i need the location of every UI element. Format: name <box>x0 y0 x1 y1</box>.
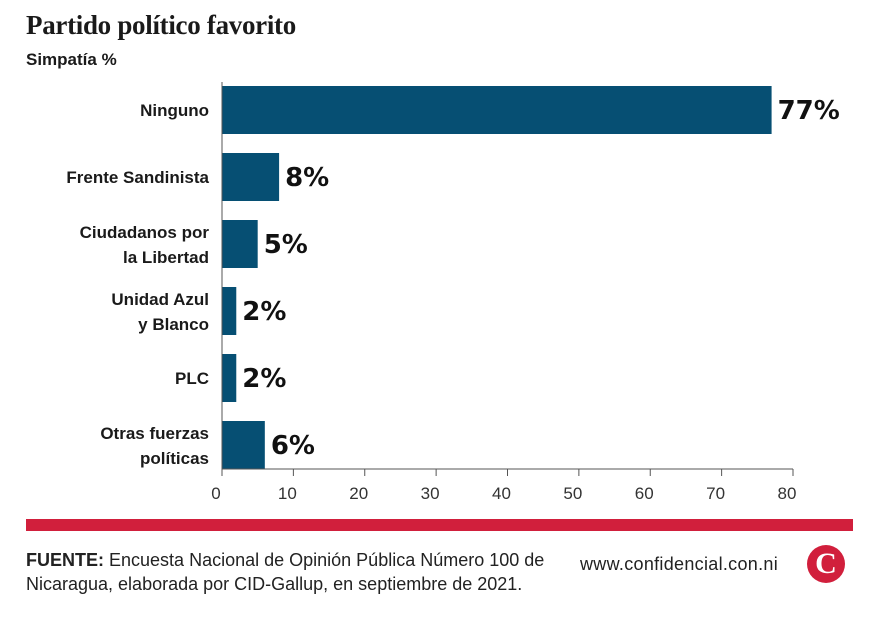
bar <box>222 354 237 402</box>
bar-value-label: 77% <box>778 96 840 126</box>
category-label: Ninguno <box>140 101 209 120</box>
category-label: Frente Sandinista <box>66 168 209 187</box>
category-label: Unidad Azul <box>111 290 209 309</box>
x-tick-label: 0 <box>211 484 220 503</box>
bar <box>222 421 265 469</box>
x-tick-label: 80 <box>778 484 797 503</box>
category-label: políticas <box>140 449 209 468</box>
x-tick-label: 10 <box>278 484 297 503</box>
website-link[interactable]: www.confidencial.con.ni <box>580 554 779 574</box>
source-text: Encuesta Nacional de Opinión Pública Núm… <box>26 550 545 594</box>
bar <box>222 86 772 134</box>
source-label: FUENTE: <box>26 550 104 570</box>
bar-value-label: 2% <box>242 297 286 327</box>
bar <box>222 153 280 201</box>
bar-value-label: 8% <box>285 163 329 193</box>
bar <box>222 220 258 268</box>
x-tick-label: 40 <box>492 484 511 503</box>
bar-chart: 77% Ninguno 8% Frente Sandinista 5% Ciudadano… <box>66 82 840 503</box>
category-label: PLC <box>175 369 209 388</box>
bar-value-label: 6% <box>271 431 315 461</box>
x-tick-label: 60 <box>635 484 654 503</box>
category-label: la Libertad <box>123 248 209 267</box>
category-label: y Blanco <box>138 315 209 334</box>
chart-title: Partido político favorito <box>26 10 296 40</box>
bar-value-label: 5% <box>264 230 308 260</box>
x-tick-label: 20 <box>349 484 368 503</box>
source-note: FUENTE: Encuesta Nacional de Opinión Púb… <box>26 548 546 596</box>
x-tick-label: 30 <box>421 484 440 503</box>
chart-subtitle: Simpatía % <box>26 50 117 69</box>
category-label: Ciudadanos por <box>80 223 210 242</box>
bar <box>222 287 237 335</box>
x-tick-label: 70 <box>706 484 725 503</box>
category-label: Otras fuerzas <box>100 424 209 443</box>
confidencial-logo: C <box>807 545 845 583</box>
bar-value-label: 2% <box>242 364 286 394</box>
divider-bar <box>26 519 853 531</box>
x-tick-label: 50 <box>563 484 582 503</box>
